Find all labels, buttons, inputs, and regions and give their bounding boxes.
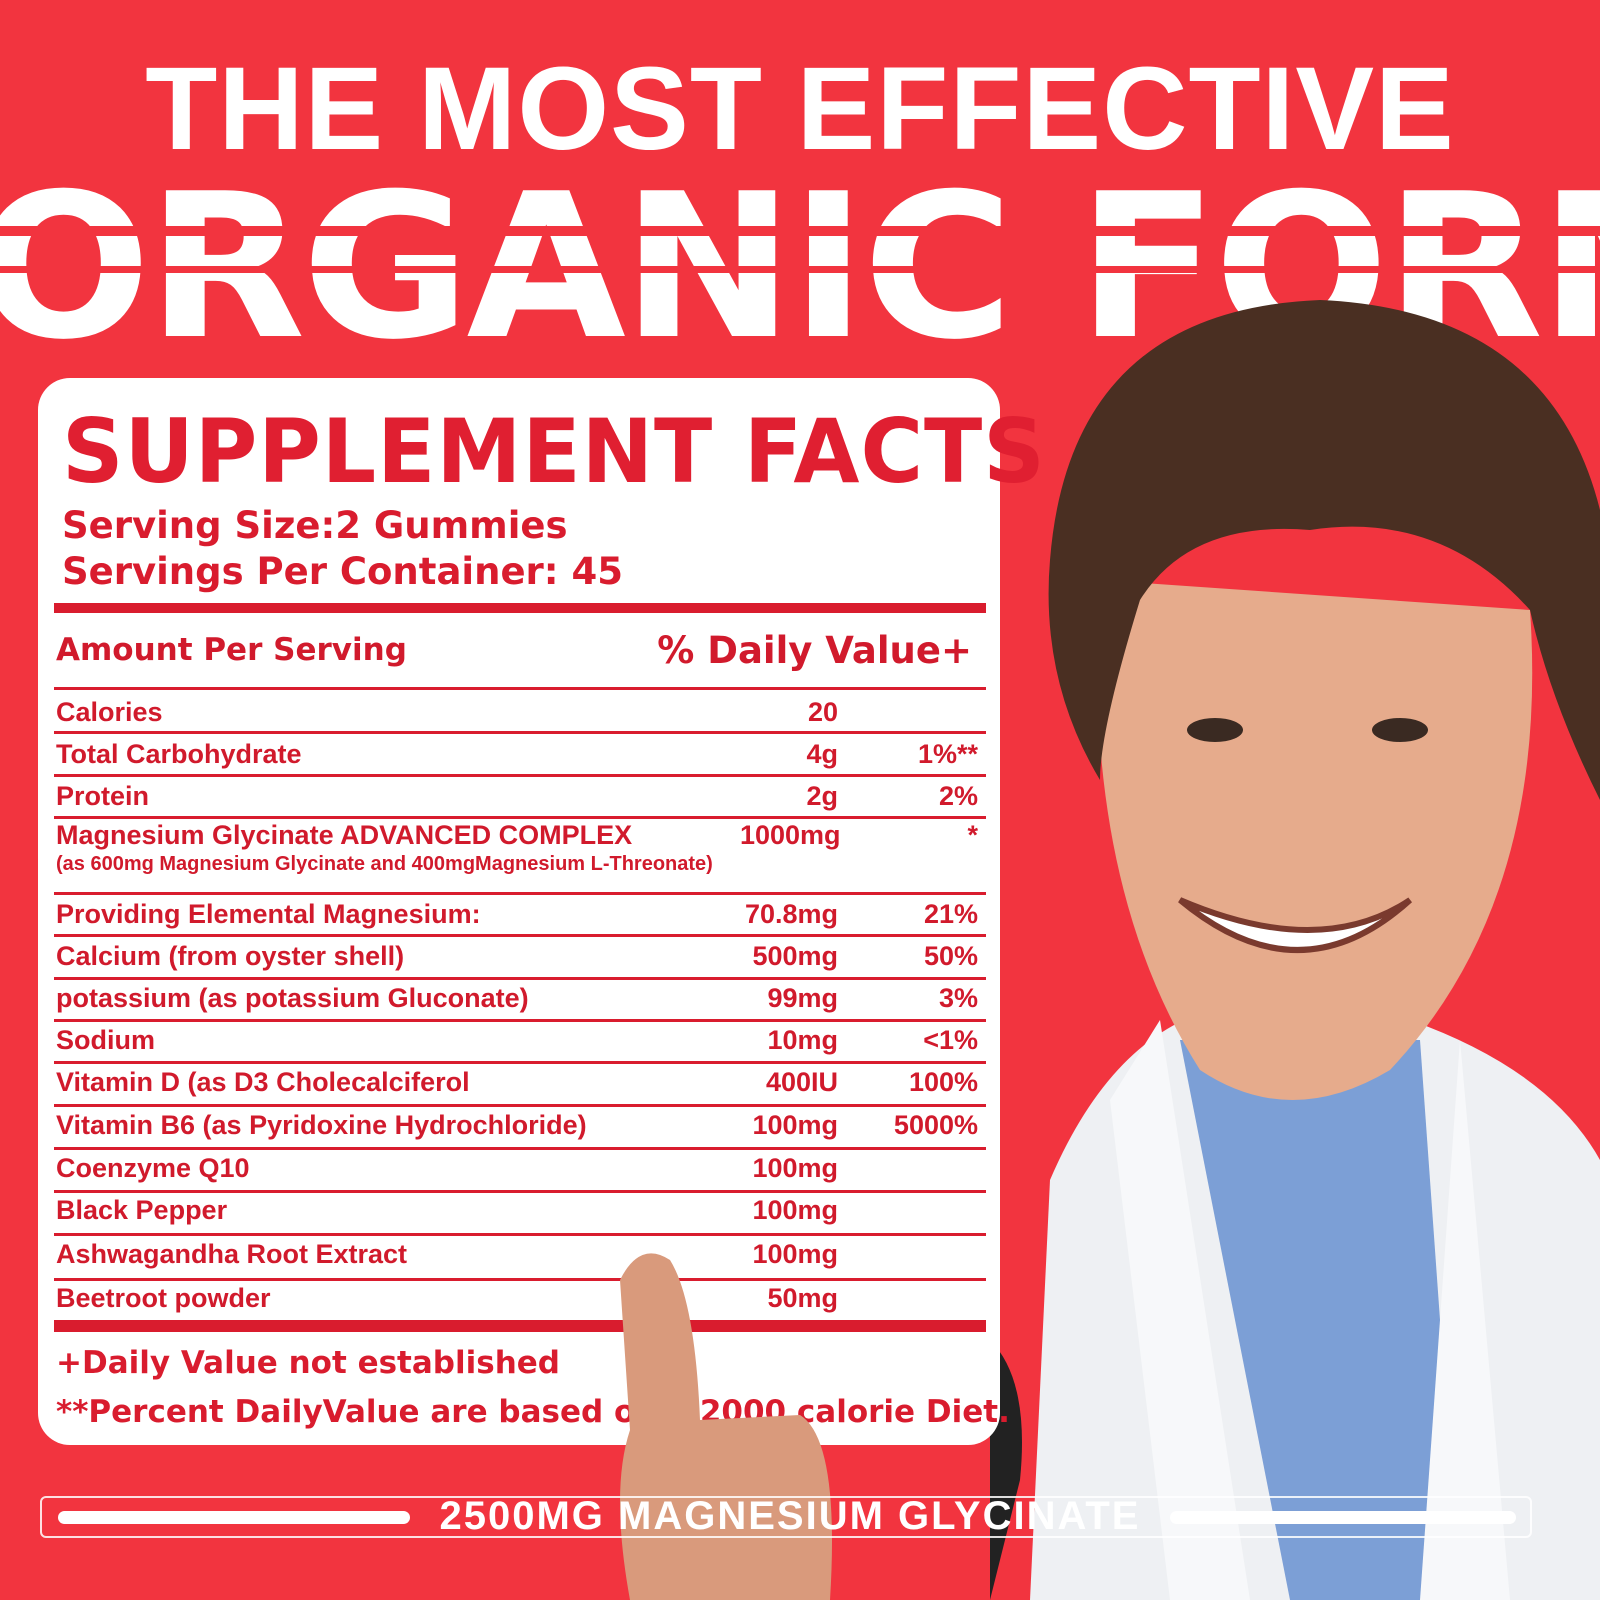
nutrient-amount: 10mg (767, 1024, 838, 1055)
nutrient-amount: 100mg (752, 1238, 838, 1269)
headline-line1: THE MOST EFFECTIVE (145, 43, 1455, 175)
supplement-facts-panel (38, 378, 1000, 1445)
banner-text: 2500MG MAGNESIUM GLYCINATE (439, 1494, 1141, 1538)
facts-row: Ashwagandha Root Extract 100mg (56, 1234, 978, 1274)
row-divider (54, 816, 986, 819)
nutrient-amount: 400IU (765, 1066, 838, 1097)
dv-header: % Daily Value+ (657, 628, 972, 672)
facts-row: Calories 20 (56, 692, 978, 732)
facts-row: Vitamin D (as D3 Cholecalciferol 400IU 100… (56, 1062, 978, 1102)
amount-header: Amount Per Serving (56, 632, 407, 668)
row-divider (54, 731, 986, 734)
row-divider (54, 892, 986, 895)
servings-per-container: Servings Per Container: 45 (62, 550, 623, 593)
nutrient-amount: 4g (806, 738, 838, 769)
facts-row: Coenzyme Q10 100mg (56, 1148, 978, 1188)
nutrient-amount: 100mg (752, 1109, 838, 1140)
nutrient-dv: 1%** (917, 738, 978, 769)
nutrient-amount: 50mg (767, 1282, 838, 1313)
nutrient-name: Black Pepper (56, 1194, 228, 1225)
facts-row: Sodium 10mg <1% (56, 1020, 978, 1060)
banner-pill-right (1170, 1511, 1516, 1524)
divider-thick (54, 603, 986, 613)
nutrient-amount: 1000mg (739, 820, 841, 850)
nutrient-name: Vitamin B6 (as Pyridoxine Hydrochloride) (56, 1109, 587, 1140)
nutrient-dv: 5000% (893, 1109, 978, 1140)
nutrient-name: Beetroot powder (56, 1282, 271, 1313)
facts-row: potassium (as potassium Gluconate) 99mg 3% (56, 978, 978, 1018)
row-divider (54, 1147, 986, 1150)
row-divider (54, 774, 986, 777)
nutrient-amount: 500mg (752, 940, 838, 971)
nutrient-dv: 100% (908, 1066, 978, 1097)
nutrient-dv: 2% (938, 780, 978, 811)
facts-row: Calcium (from oyster shell) 500mg 50% (56, 936, 978, 976)
row-divider (54, 934, 986, 937)
banner-frame (40, 1496, 1532, 1538)
nutrient-amount: 99mg (767, 982, 838, 1013)
facts-row: Beetroot powder 50mg (56, 1278, 978, 1318)
facts-row: Magnesium Glycinate ADVANCED COMPLEX (as … (56, 820, 978, 888)
headline-stripe (0, 266, 1600, 273)
row-divider (54, 1190, 986, 1193)
nutrient-dv: <1% (923, 1024, 978, 1055)
nutrient-amount: 100mg (752, 1194, 838, 1225)
nutrient-name: Vitamin D (as D3 Cholecalciferol (56, 1066, 470, 1097)
headline-stripe (0, 226, 1600, 236)
nutrient-name: Providing Elemental Magnesium: (56, 898, 481, 929)
serving-size: Serving Size:2 Gummies (62, 504, 568, 547)
row-divider (54, 1278, 986, 1281)
thumbs-up-hand (620, 1253, 832, 1600)
nutrient-name: Magnesium Glycinate ADVANCED COMPLEX (as … (56, 820, 713, 875)
row-divider (54, 1019, 986, 1022)
nutrient-dv: 3% (938, 982, 978, 1013)
footnote-dv: +Daily Value not established (56, 1345, 560, 1381)
row-divider (54, 1061, 986, 1064)
row-divider (54, 977, 986, 980)
nutrient-name: Sodium (56, 1024, 155, 1055)
nutrient-amount: 20 (807, 696, 838, 727)
nutrient-name: Coenzyme Q10 (56, 1152, 250, 1183)
facts-row: Vitamin B6 (as Pyridoxine Hydrochloride)… (56, 1105, 978, 1145)
nutrient-subtext: (as 600mg Magnesium Glycinate and 400mgM… (56, 853, 713, 875)
nutrient-dv: * (967, 820, 978, 850)
nutrient-dv: 21% (923, 898, 978, 929)
nutrient-name: Total Carbohydrate (56, 738, 302, 769)
row-divider (54, 1104, 986, 1107)
facts-title: SUPPLEMENT FACTS (62, 400, 1046, 503)
footnote-percent: **Percent DailyValue are based on a 2000… (56, 1394, 1010, 1430)
nutrient-amount: 70.8mg (744, 898, 838, 929)
nutrient-name: Ashwagandha Root Extract (56, 1238, 408, 1269)
nutrient-name: Protein (56, 780, 150, 811)
row-divider (54, 687, 986, 690)
nutrient-name: Calories (56, 696, 163, 727)
facts-header-row: Amount Per Serving % Daily Value+ (56, 628, 978, 672)
nutrient-name: potassium (as potassium Gluconate) (56, 982, 529, 1013)
nutrient-amount: 2g (806, 780, 838, 811)
row-divider (54, 1233, 986, 1236)
nutrient-dv: 50% (923, 940, 978, 971)
facts-row: Providing Elemental Magnesium: 70.8mg 21% (56, 894, 978, 934)
doctor-photo (990, 300, 1600, 1600)
banner-pill-left (58, 1511, 410, 1524)
facts-row: Protein 2g 2% (56, 776, 978, 816)
nutrient-name: Calcium (from oyster shell) (56, 940, 405, 971)
divider-thick (54, 1320, 986, 1332)
nutrient-amount: 100mg (752, 1152, 838, 1183)
facts-row: Black Pepper 100mg (56, 1190, 978, 1230)
facts-row: Total Carbohydrate 4g 1%** (56, 734, 978, 774)
